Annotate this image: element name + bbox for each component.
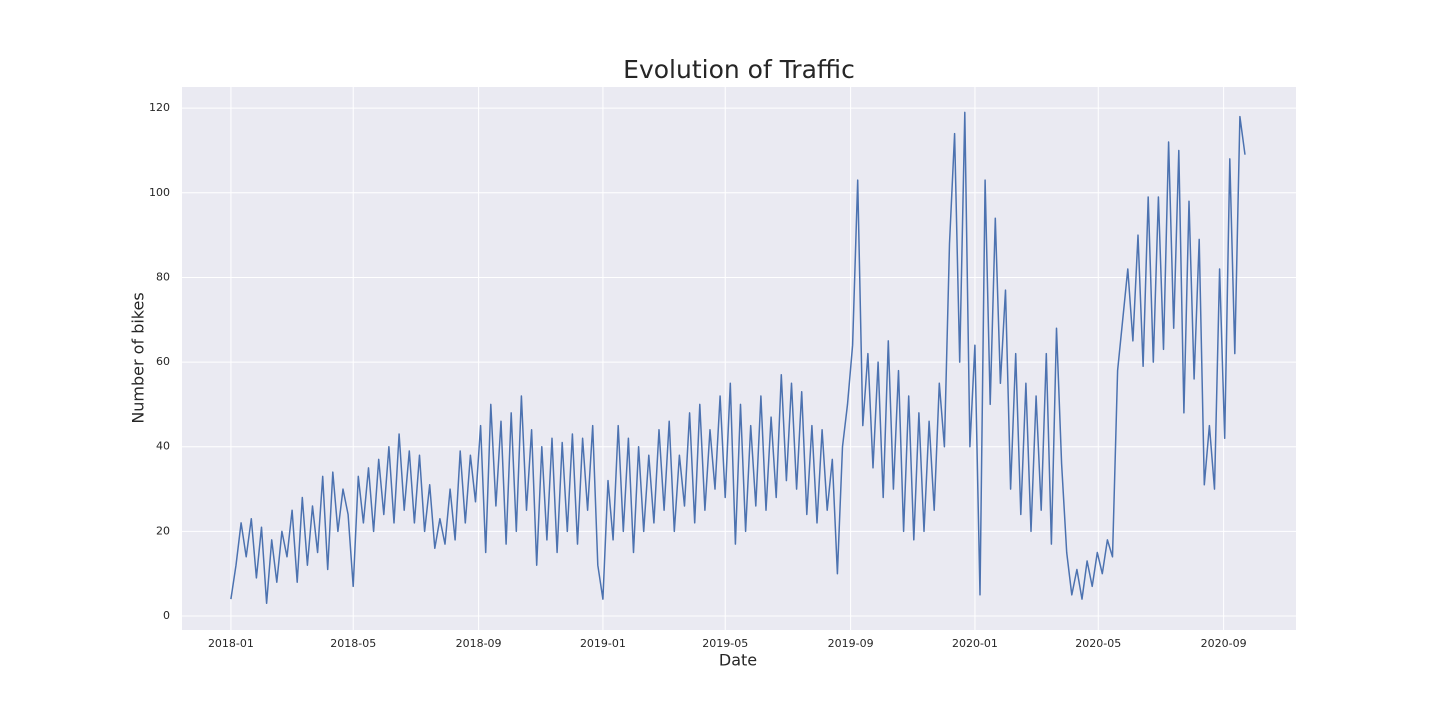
x-tick-label: 2019-09 [828,637,874,650]
x-tick-label: 2019-01 [580,637,626,650]
y-tick-label: 20 [156,524,170,537]
data-line [230,111,1246,605]
x-tick-label: 2018-09 [456,637,502,650]
x-tick-label: 2018-01 [208,637,254,650]
x-tick-label: 2020-09 [1201,637,1247,650]
y-tick-label: 80 [156,270,170,283]
y-tick-label: 0 [163,609,170,622]
y-tick-label: 120 [149,101,170,114]
plot-area [182,87,1296,630]
x-tick-label: 2019-05 [702,637,748,650]
y-tick-label: 100 [149,186,170,199]
chart-title: Evolution of Traffic [623,55,855,84]
x-tick-label: 2020-01 [952,637,998,650]
y-axis-label: Number of bikes [129,292,148,423]
y-tick-label: 60 [156,355,170,368]
y-tick-label: 40 [156,440,170,453]
x-tick-label: 2020-05 [1075,637,1121,650]
x-axis-label: Date [719,651,757,670]
x-tick-label: 2018-05 [330,637,376,650]
